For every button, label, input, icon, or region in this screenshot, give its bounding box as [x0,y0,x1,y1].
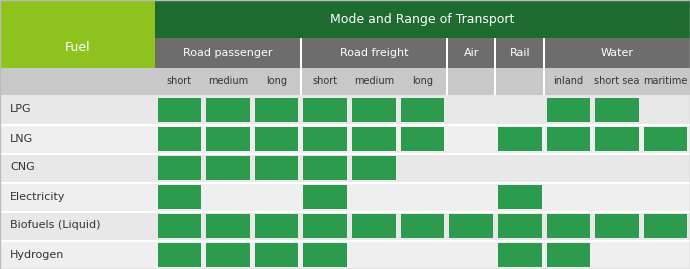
Bar [304,126,347,150]
Bar [0,240,690,269]
Bar [498,185,542,208]
Text: Mode and Range of Transport: Mode and Range of Transport [331,12,515,26]
Bar [401,214,444,238]
Bar [0,211,690,213]
Text: short: short [167,76,192,87]
Bar [546,214,590,238]
Text: short sea: short sea [594,76,640,87]
Text: Air: Air [464,48,479,58]
Bar [644,126,687,150]
Bar [0,68,690,95]
Bar [0,124,690,153]
Bar [206,155,250,179]
Bar [304,242,347,267]
Bar [498,242,542,267]
Text: LNG: LNG [10,133,33,143]
Text: medium: medium [208,76,248,87]
Bar [401,97,444,122]
Bar [352,155,395,179]
Bar [157,185,201,208]
Bar [546,126,590,150]
Bar [157,126,201,150]
Bar [155,0,690,38]
Text: Hydrogen: Hydrogen [10,250,64,260]
Bar [255,97,298,122]
Bar [0,0,155,95]
Bar [0,153,690,182]
Text: Water: Water [600,48,633,58]
Bar [255,155,298,179]
Bar [546,242,590,267]
Bar [155,38,690,68]
Bar [0,124,690,126]
Text: short: short [313,76,338,87]
Bar [352,126,395,150]
Bar [304,185,347,208]
Bar [304,97,347,122]
Bar [449,214,493,238]
Bar [304,214,347,238]
Text: LPG: LPG [10,104,32,115]
Text: inland: inland [553,76,584,87]
Bar [498,214,542,238]
Bar [595,214,639,238]
Text: Rail: Rail [509,48,530,58]
Text: maritime: maritime [644,76,688,87]
Text: medium: medium [354,76,394,87]
Bar [595,97,639,122]
Bar [206,126,250,150]
Bar [352,97,395,122]
Text: long: long [412,76,433,87]
Bar [0,240,690,242]
Text: long: long [266,76,287,87]
Bar [543,68,545,95]
Bar [498,126,542,150]
Text: Biofuels (Liquid): Biofuels (Liquid) [10,221,101,231]
Bar [644,214,687,238]
Text: Road freight: Road freight [339,48,408,58]
Bar [543,38,545,68]
Bar [0,211,690,240]
Text: Fuel: Fuel [65,41,90,54]
Bar [0,182,690,211]
Bar [157,214,201,238]
Bar [0,153,690,154]
Bar [206,97,250,122]
Bar [401,126,444,150]
Bar [595,126,639,150]
Bar [255,214,298,238]
Bar [446,68,448,95]
Bar [300,38,302,68]
Bar [206,242,250,267]
Bar [255,242,298,267]
Bar [0,182,690,183]
Bar [546,97,590,122]
Bar [495,38,496,68]
Bar [255,126,298,150]
Bar [0,95,690,124]
Bar [300,68,302,95]
Bar [446,38,448,68]
Bar [157,155,201,179]
Bar [495,68,496,95]
Text: Road passenger: Road passenger [184,48,273,58]
Bar [206,214,250,238]
Bar [157,97,201,122]
Bar [157,242,201,267]
Text: Electricity: Electricity [10,192,66,201]
Bar [352,214,395,238]
Text: CNG: CNG [10,162,34,172]
Bar [304,155,347,179]
